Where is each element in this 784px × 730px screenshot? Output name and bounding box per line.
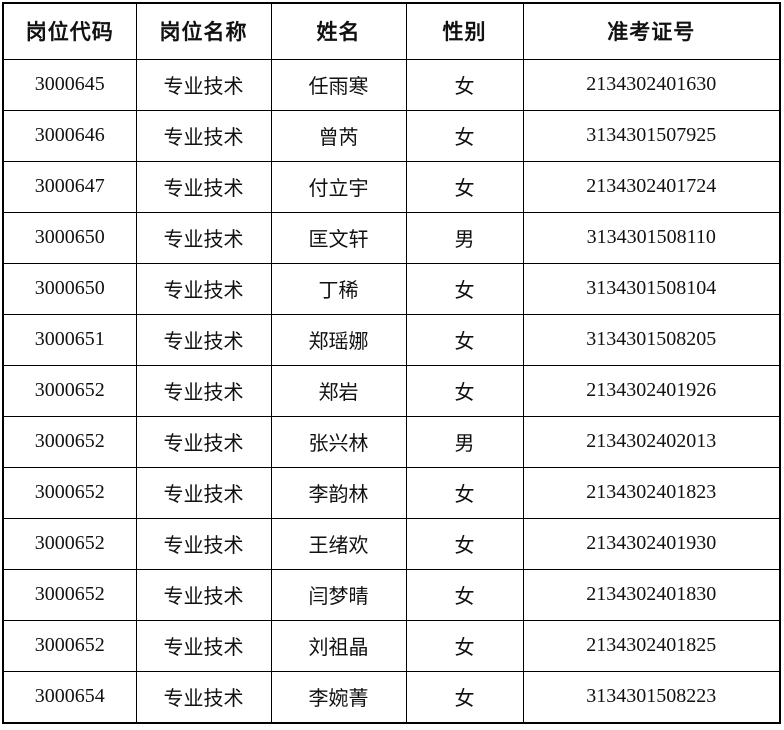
table-cell-position-title: 专业技术	[135, 109, 272, 162]
column-header-position-title: 岗位名称	[135, 2, 272, 60]
table-cell-position-title: 专业技术	[135, 517, 272, 570]
column-header-position-code: 岗位代码	[2, 2, 137, 60]
table-cell-position-title: 专业技术	[135, 262, 272, 315]
table-cell-name: 丁稀	[270, 262, 407, 315]
table-cell-ticket-number: 2134302401830	[522, 568, 781, 621]
table-cell-name: 付立宇	[270, 160, 407, 213]
table-cell-name: 李韵林	[270, 466, 407, 519]
table-cell-gender: 女	[405, 670, 524, 724]
table-cell-gender: 男	[405, 211, 524, 264]
table-row: 3000647 专业技术 付立宇女 2134302401724	[2, 160, 781, 213]
table-header-row: 岗位代码 岗位名称 姓名 性别 准考证号	[2, 2, 781, 60]
column-header-ticket-number: 准考证号	[522, 2, 781, 60]
table-cell-position-code: 3000650	[2, 211, 137, 264]
column-header-gender: 性别	[405, 2, 524, 60]
table-cell-gender: 男	[405, 415, 524, 468]
table-cell-ticket-number: 2134302401825	[522, 619, 781, 672]
table-cell-position-title: 专业技术	[135, 313, 272, 366]
table-cell-name: 李婉菁	[270, 670, 407, 724]
table-header: 岗位代码 岗位名称 姓名 性别 准考证号	[2, 2, 781, 60]
column-header-name: 姓名	[270, 2, 407, 60]
table-row: 3000652 专业技术 王绪欢女 2134302401930	[2, 517, 781, 570]
table-cell-name: 匡文轩	[270, 211, 407, 264]
table-cell-name: 郑瑶娜	[270, 313, 407, 366]
table-cell-position-code: 3000650	[2, 262, 137, 315]
table-cell-position-code: 3000652	[2, 568, 137, 621]
table-cell-position-title: 专业技术	[135, 619, 272, 672]
table-row: 3000650 专业技术 匡文轩男 3134301508110	[2, 211, 781, 264]
table-row: 3000645 专业技术 任雨寒女 2134302401630	[2, 58, 781, 111]
table-row: 3000651 专业技术 郑瑶娜女 3134301508205	[2, 313, 781, 366]
table-cell-ticket-number: 2134302401926	[522, 364, 781, 417]
table-cell-ticket-number: 2134302401930	[522, 517, 781, 570]
table-row: 3000652 专业技术 闫梦晴女 2134302401830	[2, 568, 781, 621]
table-cell-position-title: 专业技术	[135, 466, 272, 519]
table-row: 3000654 专业技术 李婉菁女 3134301508223	[2, 670, 781, 724]
table-cell-ticket-number: 3134301508110	[522, 211, 781, 264]
table-body: 3000645 专业技术 任雨寒女 2134302401630 3000646 专业技术曾…	[2, 58, 781, 724]
table-cell-ticket-number: 2134302401724	[522, 160, 781, 213]
table-cell-gender: 女	[405, 313, 524, 366]
table-cell-gender: 女	[405, 568, 524, 621]
table-row: 3000652 专业技术 刘祖晶女 2134302401825	[2, 619, 781, 672]
table-row: 3000646 专业技术 曾芮女 3134301507925	[2, 109, 781, 162]
table-cell-position-title: 专业技术	[135, 364, 272, 417]
table-row: 3000650 专业技术 丁稀女 3134301508104	[2, 262, 781, 315]
table-cell-position-title: 专业技术	[135, 415, 272, 468]
table-cell-ticket-number: 3134301508205	[522, 313, 781, 366]
table-cell-gender: 女	[405, 466, 524, 519]
table-cell-position-title: 专业技术	[135, 58, 272, 111]
table-cell-gender: 女	[405, 109, 524, 162]
table-cell-ticket-number: 2134302402013	[522, 415, 781, 468]
table-cell-gender: 女	[405, 160, 524, 213]
table-row: 3000652 专业技术 张兴林男 2134302402013	[2, 415, 781, 468]
table-cell-position-code: 3000652	[2, 517, 137, 570]
table-cell-position-title: 专业技术	[135, 670, 272, 724]
table-cell-name: 王绪欢	[270, 517, 407, 570]
table-cell-position-code: 3000647	[2, 160, 137, 213]
table-cell-position-title: 专业技术	[135, 211, 272, 264]
table-cell-name: 郑岩	[270, 364, 407, 417]
table-cell-name: 张兴林	[270, 415, 407, 468]
table-cell-position-code: 3000652	[2, 364, 137, 417]
table-cell-position-code: 3000651	[2, 313, 137, 366]
table-cell-gender: 女	[405, 262, 524, 315]
table-cell-position-title: 专业技术	[135, 568, 272, 621]
table-cell-name: 刘祖晶	[270, 619, 407, 672]
table-cell-gender: 女	[405, 517, 524, 570]
table-cell-ticket-number: 3134301508223	[522, 670, 781, 724]
table-row: 3000652 专业技术 李韵林女 2134302401823	[2, 466, 781, 519]
table-cell-position-code: 3000652	[2, 466, 137, 519]
table-cell-position-code: 3000652	[2, 415, 137, 468]
table-cell-ticket-number: 3134301508104	[522, 262, 781, 315]
table-cell-position-code: 3000646	[2, 109, 137, 162]
table-cell-gender: 女	[405, 619, 524, 672]
table-cell-ticket-number: 2134302401823	[522, 466, 781, 519]
table-cell-position-title: 专业技术	[135, 160, 272, 213]
table-cell-gender: 女	[405, 58, 524, 111]
table-cell-position-code: 3000652	[2, 619, 137, 672]
table-cell-ticket-number: 3134301507925	[522, 109, 781, 162]
table-cell-ticket-number: 2134302401630	[522, 58, 781, 111]
table-row: 3000652 专业技术 郑岩女 2134302401926	[2, 364, 781, 417]
table-cell-position-code: 3000654	[2, 670, 137, 724]
table-cell-name: 闫梦晴	[270, 568, 407, 621]
table-cell-gender: 女	[405, 364, 524, 417]
table-cell-position-code: 3000645	[2, 58, 137, 111]
table-cell-name: 曾芮	[270, 109, 407, 162]
table-cell-name: 任雨寒	[270, 58, 407, 111]
